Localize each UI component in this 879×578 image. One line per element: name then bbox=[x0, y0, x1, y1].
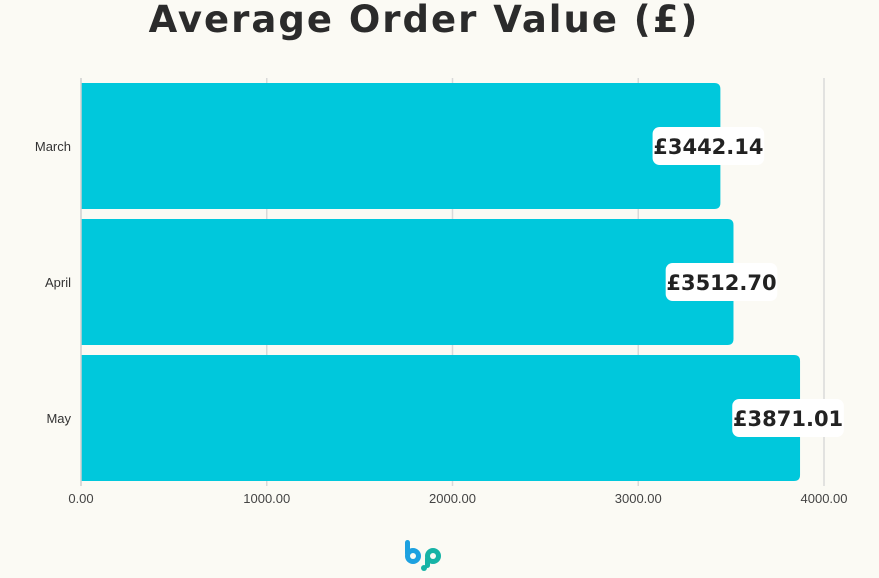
bp-logo-icon bbox=[405, 540, 441, 571]
x-tick-label: 1000.00 bbox=[243, 491, 290, 506]
data-label-box bbox=[732, 399, 844, 437]
axes: 0.00 1000.00 2000.00 3000.00 4000.00 March Apr… bbox=[35, 78, 848, 506]
x-tick-label: 2000.00 bbox=[429, 491, 476, 506]
data-label-box bbox=[652, 127, 765, 165]
category-label: March bbox=[35, 139, 71, 154]
data-label: £3871.01 bbox=[733, 407, 843, 431]
x-tick-label: 4000.00 bbox=[801, 491, 848, 506]
chart-title: Average Order Value (£) bbox=[148, 0, 700, 41]
category-label: May bbox=[46, 411, 71, 426]
bar bbox=[81, 83, 721, 209]
x-tick-label: 3000.00 bbox=[615, 491, 662, 506]
data-label: £3512.70 bbox=[666, 271, 776, 295]
bars bbox=[81, 83, 801, 481]
category-label: April bbox=[45, 275, 71, 290]
bar bbox=[81, 219, 734, 345]
data-labels: £3442.14 £3512.70 £3871.01 bbox=[652, 127, 844, 437]
x-tick-label: 0.00 bbox=[68, 491, 93, 506]
bar bbox=[81, 355, 801, 481]
data-label: £3442.14 bbox=[653, 135, 763, 159]
data-label-box bbox=[665, 263, 778, 301]
